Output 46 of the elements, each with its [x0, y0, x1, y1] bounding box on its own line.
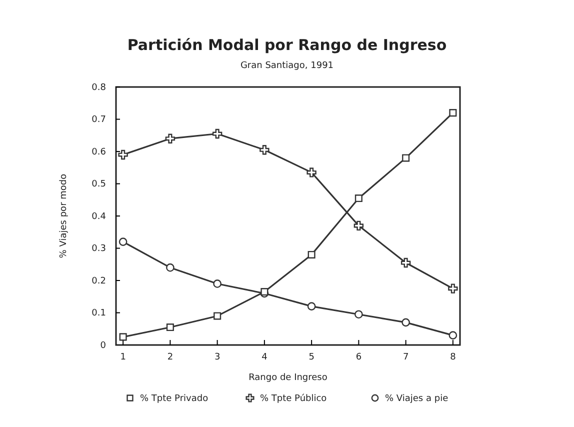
y-tick-label: 0.4 — [92, 212, 106, 222]
point — [402, 318, 410, 327]
y-tick-label: 0.2 — [92, 276, 106, 286]
legend-label: % Tpte Privado — [140, 394, 209, 404]
y-tick-label: 0.7 — [92, 115, 106, 126]
y-tick-label: 0.1 — [92, 308, 106, 319]
y-tick-label: 0.6 — [92, 147, 106, 158]
point — [166, 324, 174, 332]
chart-subtitle: Gran Santiago, 1991 — [240, 61, 334, 71]
point — [118, 150, 128, 160]
point — [165, 134, 176, 144]
x-tick-label: 1 — [120, 352, 126, 362]
point — [213, 280, 222, 288]
chart-title: Partición Modal por Rango de Ingreso — [127, 36, 447, 54]
point — [118, 238, 128, 246]
legend-label: % Tpte Público — [260, 393, 328, 404]
point — [449, 109, 457, 117]
point — [212, 128, 222, 139]
point — [308, 250, 316, 258]
point — [166, 263, 174, 272]
y-tick-label: 0 — [100, 340, 106, 351]
y-axis-title: % Viajes por modo — [59, 173, 69, 258]
point — [214, 312, 222, 320]
x-tick-label: 7 — [402, 352, 409, 362]
point — [448, 331, 458, 340]
x-tick-label: 5 — [308, 352, 314, 362]
y-tick-label: 0.3 — [92, 244, 106, 254]
x-tick-label: 8 — [450, 352, 456, 362]
x-tick-label: 2 — [167, 352, 174, 362]
y-tick-label: 0.5 — [92, 180, 106, 190]
y-tick-label: 0.8 — [92, 82, 106, 93]
point — [354, 194, 362, 202]
point — [402, 154, 410, 162]
point — [448, 284, 458, 294]
point — [400, 258, 411, 268]
x-tick-label: 6 — [356, 352, 362, 362]
point — [260, 145, 270, 155]
point — [306, 168, 316, 178]
point — [119, 333, 127, 341]
point — [354, 310, 363, 319]
x-tick-label: 3 — [214, 352, 220, 362]
x-axis-title: Rango de Ingreso — [248, 373, 328, 383]
x-tick-label: 4 — [262, 352, 268, 362]
legend-label: % Viajes a pie — [385, 394, 449, 404]
point — [307, 302, 316, 310]
point — [354, 220, 364, 231]
